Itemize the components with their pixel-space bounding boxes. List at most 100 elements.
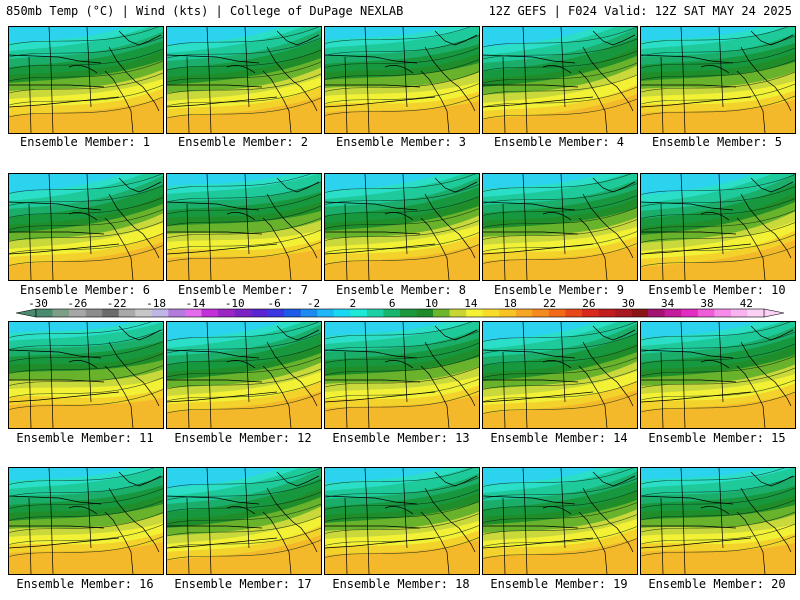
- state-border: [68, 360, 98, 369]
- state-border: [325, 96, 436, 108]
- state-border: [325, 54, 418, 64]
- isotherm-line: [325, 47, 479, 68]
- isotherm-line: [641, 343, 795, 365]
- member-label: Ensemble Member: 15: [648, 431, 786, 445]
- state-border: [560, 468, 566, 549]
- state-border: [206, 468, 212, 574]
- member-label: Ensemble Member: 4: [493, 135, 625, 149]
- isotherm-line: [641, 174, 795, 195]
- temperature-field-map: [325, 174, 479, 280]
- temperature-band: [483, 246, 637, 280]
- state-border: [9, 96, 120, 108]
- isotherm-line: [483, 468, 634, 487]
- state-border: [578, 511, 608, 574]
- colorbar-min-arrow: [15, 308, 37, 318]
- state-border: [740, 487, 792, 553]
- state-border: [28, 497, 32, 574]
- isotherm-line: [641, 523, 795, 545]
- temperature-field-map: [483, 27, 637, 133]
- state-border: [167, 379, 263, 383]
- member-label: Ensemble Member: 14: [490, 431, 628, 445]
- state-border: [104, 70, 134, 133]
- state-border: [736, 365, 766, 428]
- state-border: [167, 391, 278, 403]
- state-border: [266, 487, 318, 553]
- state-border: [641, 349, 734, 359]
- temperature-band: [9, 542, 163, 574]
- state-border: [266, 193, 318, 259]
- isotherm-line: [641, 47, 795, 69]
- member-label: Ensemble Member: 20: [648, 577, 786, 591]
- state-border: [364, 468, 370, 574]
- state-border: [325, 379, 421, 383]
- state-border: [244, 322, 250, 403]
- state-border: [680, 468, 686, 574]
- isotherm-line: [483, 62, 637, 84]
- isotherm-line: [9, 221, 163, 242]
- ensemble-map-panel: [8, 26, 164, 134]
- state-border: [660, 56, 664, 133]
- state-border: [502, 351, 506, 428]
- colorbar-swatch: [218, 309, 235, 317]
- state-border: [108, 46, 160, 112]
- isotherm-line: [483, 86, 637, 108]
- ensemble-map-panel: [8, 173, 164, 281]
- state-border: [420, 511, 450, 574]
- state-border: [86, 174, 92, 255]
- isotherm-line: [641, 234, 795, 255]
- isotherm-line: [167, 468, 321, 489]
- state-border: [86, 27, 92, 108]
- state-border: [483, 243, 594, 255]
- member-label: Ensemble Member: 16: [16, 577, 154, 591]
- state-border: [167, 201, 260, 211]
- state-border: [522, 322, 528, 428]
- colorbar-swatch: [499, 309, 517, 317]
- isotherm-line: [325, 354, 479, 376]
- colorbar-tick-label: 2: [349, 298, 356, 310]
- state-border: [502, 497, 506, 574]
- colorbar-swatch: [433, 309, 450, 317]
- isotherm-line: [167, 356, 321, 378]
- state-border: [325, 231, 421, 235]
- isotherm-line: [325, 59, 479, 80]
- colorbar-swatch: [102, 309, 120, 317]
- state-border: [750, 30, 794, 46]
- state-border: [344, 56, 348, 133]
- isotherm-line: [325, 330, 479, 352]
- temperature-field-map: [9, 27, 163, 133]
- isotherm-line: [483, 478, 637, 499]
- isotherm-line: [641, 246, 795, 267]
- isotherm-line: [641, 222, 795, 243]
- isotherm-line: [167, 73, 321, 95]
- temperature-band: [325, 395, 479, 428]
- colorbar-tick-label: -6: [267, 298, 280, 310]
- state-border: [384, 506, 414, 515]
- isotherm-line: [325, 244, 479, 265]
- temperature-band: [325, 540, 479, 574]
- isotherm-line: [9, 72, 163, 94]
- isotherm-line: [325, 342, 479, 364]
- state-border: [718, 468, 724, 549]
- state-border: [48, 468, 54, 574]
- state-border: [226, 506, 256, 515]
- state-border: [262, 365, 292, 428]
- ensemble-map-panel: [8, 321, 164, 429]
- isotherm-line: [9, 233, 163, 254]
- isotherm-line: [167, 61, 321, 83]
- isotherm-line: [483, 195, 637, 216]
- state-border: [402, 322, 408, 403]
- state-border: [104, 511, 134, 574]
- state-border: [226, 65, 256, 74]
- state-border: [542, 65, 572, 74]
- temperature-band: [167, 535, 321, 574]
- state-border: [718, 27, 724, 108]
- isotherm-line: [325, 468, 474, 486]
- isotherm-line: [9, 27, 159, 46]
- isotherm-line: [483, 369, 637, 390]
- ensemble-map-panel: [482, 26, 638, 134]
- temperature-field-map: [641, 322, 795, 428]
- isotherm-line: [325, 174, 476, 193]
- temperature-field-map: [9, 468, 163, 574]
- isotherm-line: [167, 27, 320, 47]
- isotherm-line: [483, 243, 637, 264]
